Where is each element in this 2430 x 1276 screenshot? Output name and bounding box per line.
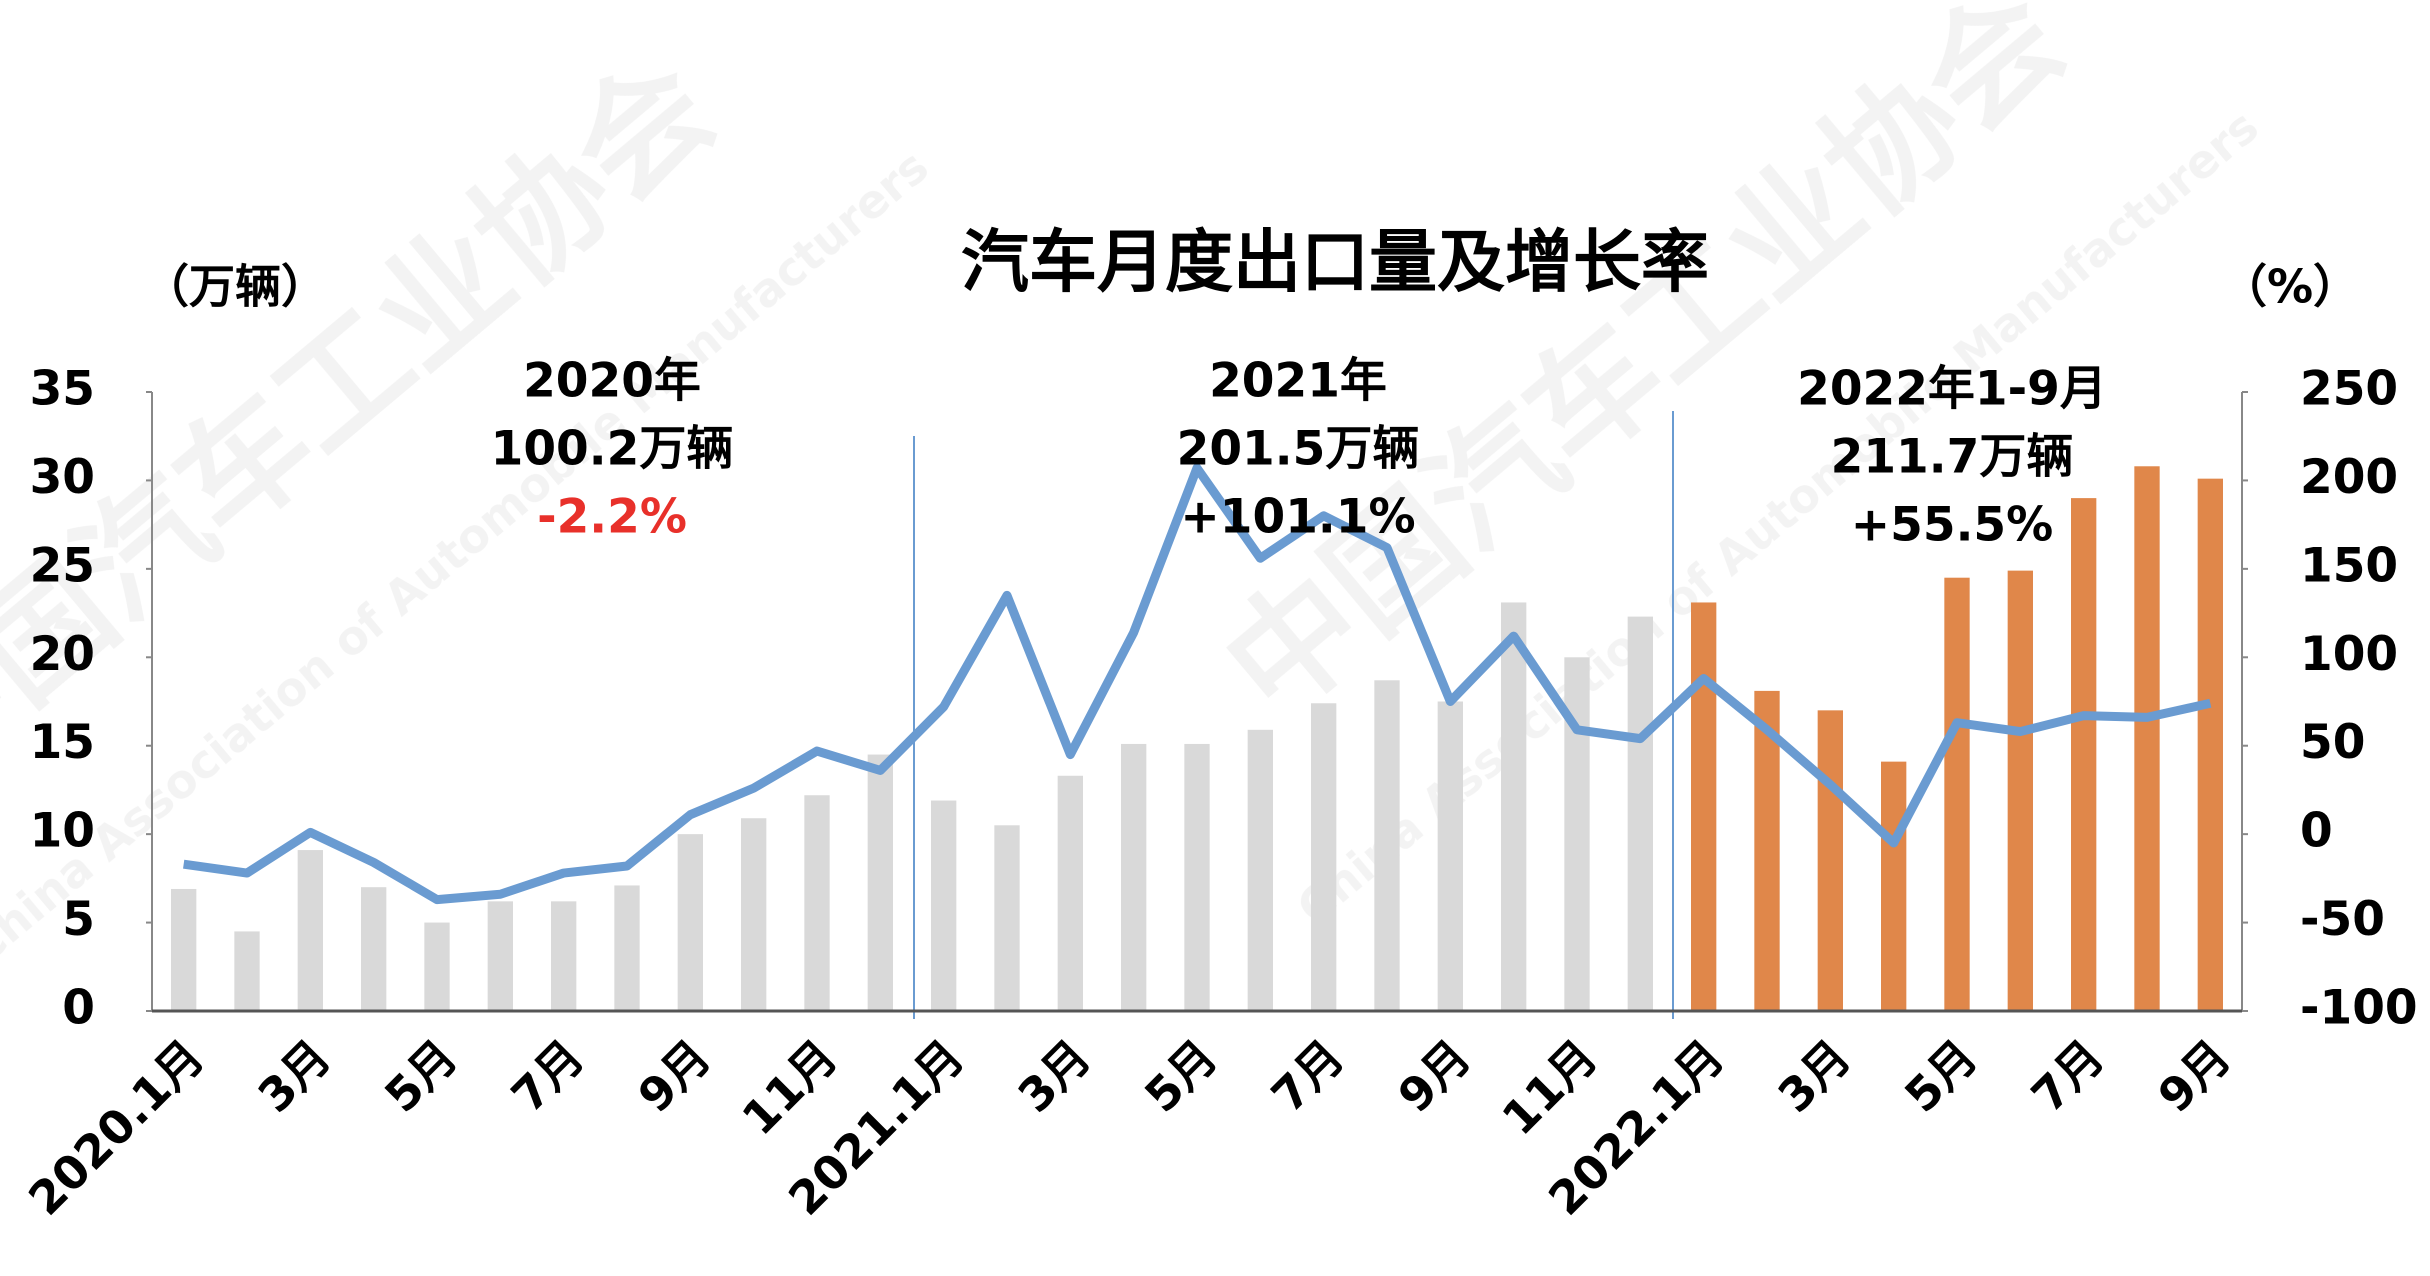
bar [994,825,1020,1011]
y2-tick-label: 250 [2300,362,2398,417]
bar [551,901,577,1011]
y-tick-label: 30 [30,450,95,505]
bar [1311,703,1337,1011]
annotation-volume: 100.2万辆 [491,422,734,477]
x-tick-label: 7月 [2021,1029,2114,1122]
bar [804,795,830,1011]
bar [1374,680,1400,1011]
x-tick-label: 7月 [501,1029,594,1122]
bar [487,901,513,1011]
x-tick-label: 11月 [732,1029,848,1145]
y-tick-label: 25 [30,538,95,593]
y-tick-label: 0 [62,981,95,1036]
x-tick-label: 11月 [1492,1029,1608,1145]
bar [1817,710,1843,1011]
bar [1057,775,1083,1011]
x-tick-label: 9月 [1388,1029,1481,1122]
bar [424,922,450,1011]
x-tick-label: 3月 [248,1029,341,1122]
bar [2134,466,2160,1011]
y-tick-label: 10 [30,804,95,859]
y-tick-label: 5 [62,892,95,947]
bar [1754,690,1780,1011]
y2-unit-label: （%） [2221,260,2359,314]
annotation-growth: -2.2% [537,490,687,545]
bar [2007,570,2033,1011]
bar [234,931,260,1011]
x-tick-label: 9月 [628,1029,721,1122]
bar [867,754,893,1011]
y2-tick-label: 0 [2300,804,2333,859]
bar [1691,602,1717,1011]
annotation-period: 2022年1-9月 [1797,362,2107,417]
x-tick-label: 5月 [1134,1029,1227,1122]
annotation-volume: 211.7万辆 [1831,430,2074,485]
x-tick-label: 9月 [2148,1029,2241,1122]
bar [741,818,767,1011]
x-tick-label: 3月 [1768,1029,1861,1122]
bar [1184,743,1210,1011]
y2-tick-label: -50 [2300,892,2385,947]
bar [931,800,957,1011]
bar [1247,729,1273,1011]
y-tick-label: 20 [30,627,95,682]
bar [1944,577,1970,1011]
chart-title: 汽车月度出口量及增长率 [961,224,1709,303]
annotation-period: 2020年 [523,354,701,409]
y2-tick-label: 50 [2300,715,2365,770]
x-tick-label: 2020.1月 [18,1029,214,1225]
bar [171,888,197,1011]
y2-tick-label: 150 [2300,538,2398,593]
bar [361,887,387,1011]
annotation-volume: 201.5万辆 [1177,422,1420,477]
y-unit-label: （万辆） [143,260,327,314]
y-tick-label: 35 [30,362,95,417]
x-tick-label: 5月 [374,1029,467,1122]
bar [614,885,640,1011]
bar [2071,498,2097,1012]
line [183,463,2212,905]
x-tick-label: 3月 [1008,1029,1101,1122]
x-tick-label: 7月 [1261,1029,1354,1122]
bar [1121,743,1147,1011]
y-tick-label: 15 [30,715,95,770]
bar [1627,616,1653,1011]
annotation-period: 2021年 [1209,354,1387,409]
y2-tick-label: -100 [2300,981,2418,1036]
bar [1881,761,1907,1011]
y2-tick-label: 100 [2300,627,2398,682]
bar [1437,701,1463,1011]
bar [1501,602,1527,1011]
y2-tick-label: 200 [2300,450,2398,505]
annotation-growth: +101.1% [1180,490,1415,545]
x-tick-label: 5月 [1894,1029,1987,1122]
bar [2197,478,2223,1011]
bar [677,834,703,1011]
annotation-growth: +55.5% [1851,498,2053,553]
bar [297,850,323,1011]
